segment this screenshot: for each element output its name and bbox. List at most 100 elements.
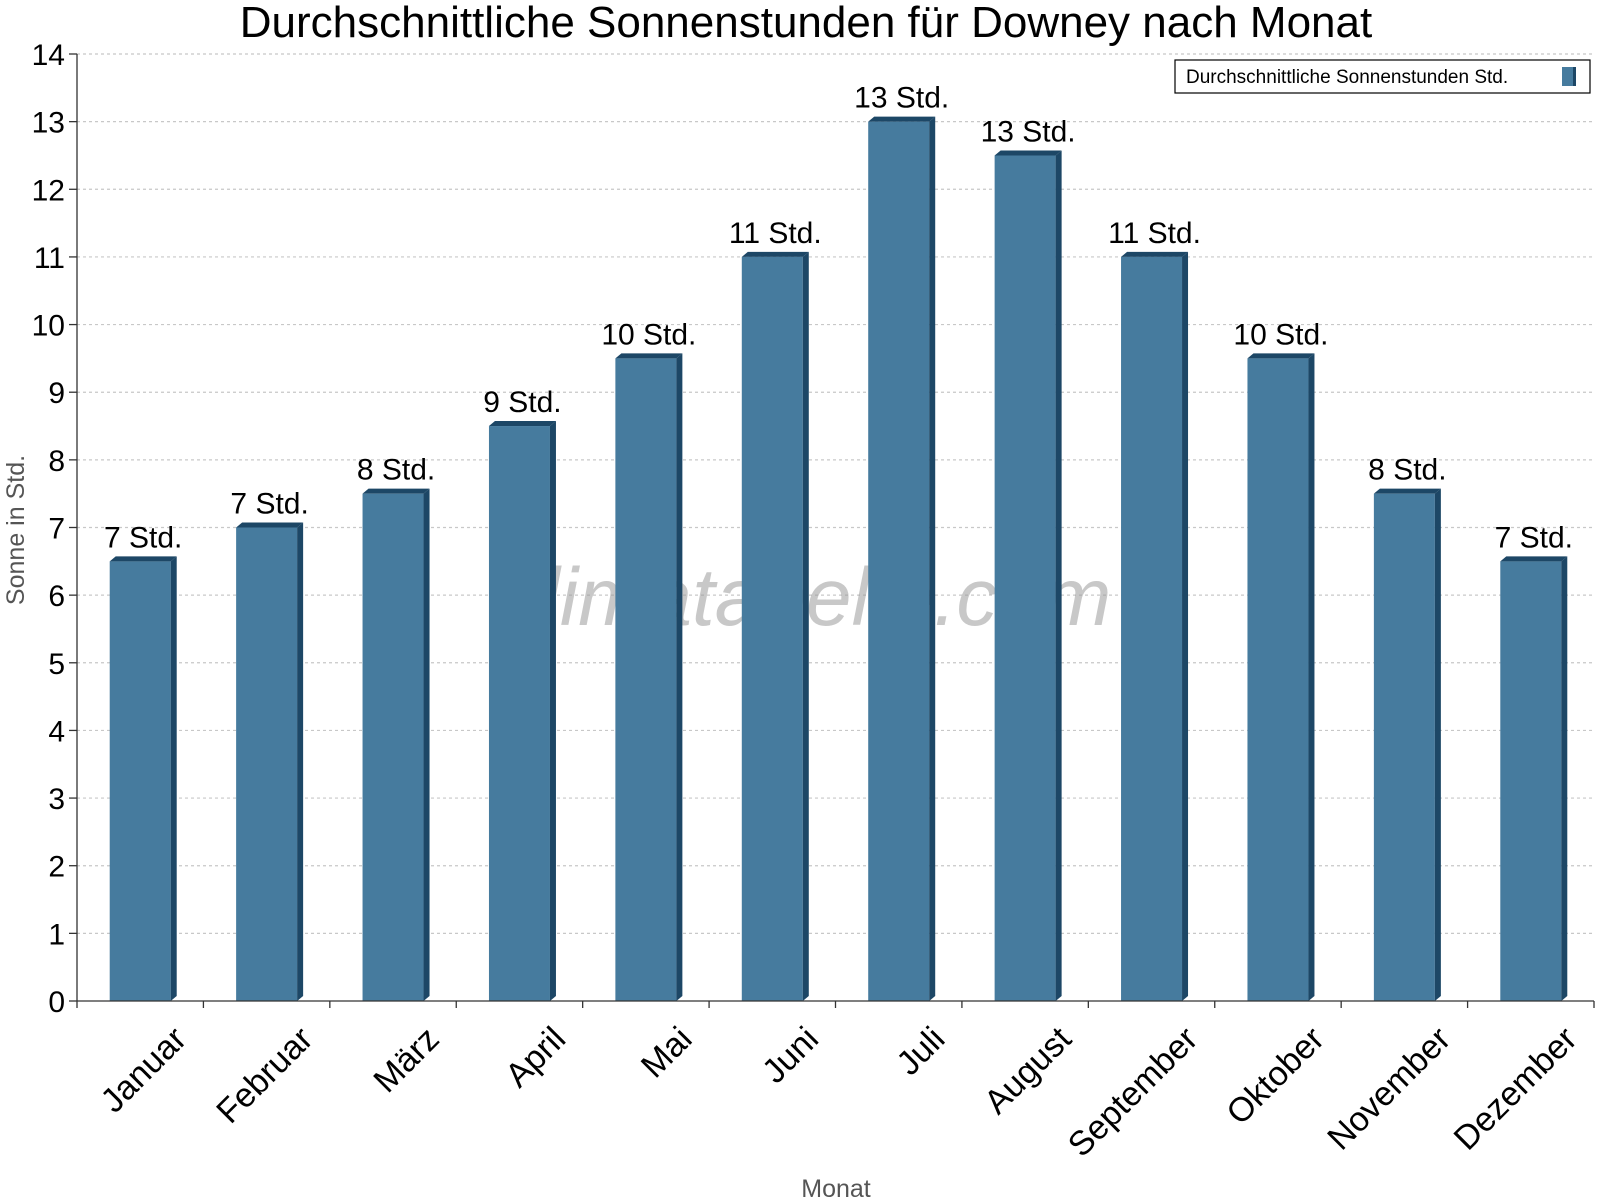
x-tick-label: April: [498, 1020, 573, 1095]
data-label: 8 Std.: [357, 454, 435, 487]
legend-swatch-side: [1573, 67, 1576, 86]
x-tick-label: Mai: [634, 1020, 700, 1086]
y-tick-label: 2: [48, 851, 65, 884]
legend-label: Durchschnittliche Sonnenstunden Std.: [1186, 67, 1508, 88]
x-tick-label: Juni: [755, 1020, 826, 1091]
x-tick-label: Oktober: [1219, 1020, 1331, 1132]
bar-series: [109, 116, 1568, 1002]
data-label: 10 Std.: [1233, 318, 1328, 351]
data-label: 10 Std.: [601, 318, 696, 351]
x-axis-label: Monat: [801, 1175, 871, 1200]
bar-side: [1182, 251, 1189, 1001]
bar-face: [236, 527, 298, 1001]
bar-side: [929, 116, 936, 1001]
bar-face: [615, 358, 677, 1002]
data-label: 13 Std.: [981, 115, 1076, 148]
legend-swatch: [1562, 67, 1573, 86]
x-tick-label: Juli: [889, 1020, 952, 1083]
bar-top: [236, 522, 304, 528]
bar-side: [1308, 353, 1315, 1002]
data-label: 11 Std.: [1108, 217, 1201, 250]
y-tick-label: 14: [32, 39, 65, 72]
bar-April: [488, 421, 556, 1001]
y-tick-label: 1: [48, 918, 65, 951]
bar-face: [868, 121, 930, 1001]
bar-top: [615, 353, 683, 359]
bar-top: [741, 251, 809, 257]
chart-title: Durchschnittliche Sonnenstunden für Down…: [240, 0, 1372, 47]
bar-top: [868, 116, 936, 122]
bar-side: [1434, 488, 1441, 1001]
bar-side: [802, 251, 809, 1001]
data-label: 9 Std.: [483, 386, 561, 419]
bar-face: [994, 155, 1056, 1001]
bar-face: [1500, 561, 1562, 1001]
data-label: 7 Std.: [104, 521, 182, 554]
y-tick-label: 7: [48, 513, 65, 546]
bar-top: [109, 556, 177, 562]
data-labels: 7 Std. 7 Std. 8 Std. 9 Std. 10 Std. 11 Std. 13…: [104, 82, 1573, 555]
x-axis-ticks: Januar Februar März April Mai Juni Juli AugustS…: [76, 1001, 1595, 1164]
bar-Juni: [741, 251, 809, 1001]
x-tick-label: Februar: [209, 1020, 320, 1131]
x-tick-label: November: [1320, 1020, 1458, 1158]
bar-face: [741, 256, 803, 1001]
data-label: 11 Std.: [729, 217, 822, 250]
gridlines: [77, 53, 1594, 934]
y-tick-label: 5: [48, 648, 65, 681]
y-tick-label: 3: [48, 783, 65, 816]
bar-top: [488, 421, 556, 427]
bar-side: [423, 488, 430, 1001]
y-tick-label: 4: [48, 715, 65, 748]
bar-face: [1121, 256, 1183, 1001]
bar-side: [676, 353, 683, 1002]
bar-top: [1373, 488, 1441, 494]
bar-side: [297, 522, 304, 1001]
x-tick-label: September: [1061, 1020, 1205, 1164]
bar-top: [362, 488, 430, 494]
bar-top: [1121, 251, 1189, 257]
bar-face: [1373, 493, 1435, 1001]
data-label: 7 Std.: [1495, 521, 1573, 554]
x-tick-label: August: [977, 1019, 1079, 1121]
y-tick-label: 8: [48, 445, 65, 478]
legend: Durchschnittliche Sonnenstunden Std.: [1174, 59, 1591, 94]
bar-side: [1055, 150, 1062, 1001]
bar-August: [994, 150, 1062, 1001]
bar-face: [362, 493, 424, 1001]
bar-Mai: [615, 353, 683, 1002]
bar-Februar: [236, 522, 304, 1001]
y-tick-label: 6: [48, 580, 65, 613]
bar-top: [1247, 353, 1315, 359]
y-tick-label: 11: [34, 242, 65, 275]
y-tick-label: 13: [32, 107, 65, 140]
bar-side: [1561, 556, 1568, 1001]
data-label: 8 Std.: [1368, 454, 1446, 487]
bar-Oktober: [1247, 353, 1315, 1002]
x-tick-label: Januar: [94, 1020, 194, 1120]
bar-Dezember: [1500, 556, 1568, 1001]
bar-September: [1121, 251, 1189, 1001]
bar-top: [994, 150, 1062, 156]
y-tick-label: 10: [32, 310, 65, 343]
y-tick-label: 12: [32, 174, 65, 207]
x-tick-label: Dezember: [1447, 1020, 1585, 1158]
y-tick-label: 9: [48, 377, 65, 410]
bar-November: [1373, 488, 1441, 1001]
data-label: 13 Std.: [854, 82, 949, 115]
data-label: 7 Std.: [230, 488, 308, 521]
bar-face: [109, 561, 171, 1001]
y-axis-label: Sonne in Std.: [2, 455, 30, 605]
bar-Januar: [109, 556, 177, 1001]
bar-top: [1500, 556, 1568, 562]
x-tick-label: März: [366, 1020, 446, 1100]
legend-box: [1174, 59, 1591, 94]
bar-März: [362, 488, 430, 1001]
bar-side: [549, 421, 556, 1001]
bar-face: [488, 426, 550, 1001]
y-tick-label: 0: [48, 986, 65, 1019]
bar-face: [1247, 358, 1309, 1002]
bar-Juli: [868, 116, 936, 1001]
bar-side: [170, 556, 177, 1001]
